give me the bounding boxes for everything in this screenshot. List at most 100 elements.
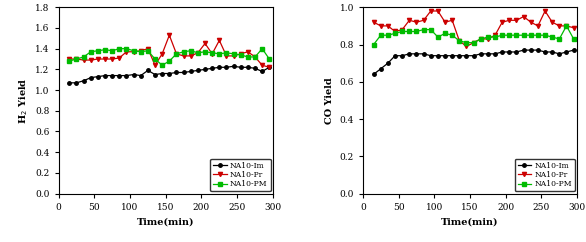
NA10-PM xyxy=(420,28,427,31)
Line: NA10-PM: NA10-PM xyxy=(67,47,271,67)
NA10-PM xyxy=(570,38,577,40)
Y-axis label: H$_2$ Yield: H$_2$ Yield xyxy=(17,77,30,124)
NA10-Pr xyxy=(237,53,244,55)
NA10-Pr xyxy=(492,34,499,37)
NA10-Im xyxy=(244,66,251,69)
NA10-Pr xyxy=(449,19,456,22)
NA10-Im xyxy=(116,74,123,77)
NA10-Pr xyxy=(570,26,577,29)
NA10-Im xyxy=(195,69,202,72)
NA10-PM xyxy=(513,34,520,37)
NA10-Pr xyxy=(441,21,448,24)
NA10-PM xyxy=(456,39,463,42)
NA10-PM xyxy=(144,49,151,52)
NA10-Im xyxy=(216,66,223,69)
NA10-Im xyxy=(180,71,187,74)
NA10-Pr xyxy=(94,58,101,60)
NA10-PM xyxy=(195,51,202,54)
NA10-Pr xyxy=(463,45,470,48)
NA10-Pr xyxy=(541,9,548,12)
NA10-PM xyxy=(563,24,570,27)
NA10-PM xyxy=(499,34,506,37)
NA10-Pr xyxy=(251,55,258,58)
NA10-Pr xyxy=(180,54,187,57)
NA10-Im xyxy=(266,66,273,69)
NA10-Im xyxy=(391,54,398,57)
NA10-Pr xyxy=(485,38,492,40)
NA10-PM xyxy=(556,38,563,40)
NA10-Pr xyxy=(556,24,563,27)
NA10-Pr xyxy=(144,47,151,50)
NA10-Im xyxy=(258,70,265,73)
NA10-Im xyxy=(527,49,534,52)
NA10-Pr xyxy=(195,51,202,54)
NA10-Pr xyxy=(534,24,541,27)
NA10-Im xyxy=(449,54,456,57)
Line: NA10-Im: NA10-Im xyxy=(372,48,575,76)
NA10-Pr xyxy=(406,19,413,22)
NA10-PM xyxy=(108,49,115,52)
NA10-Im xyxy=(73,81,80,84)
NA10-Pr xyxy=(66,58,73,60)
NA10-Pr xyxy=(80,59,87,61)
Line: NA10-PM: NA10-PM xyxy=(372,24,575,46)
NA10-Pr xyxy=(413,21,420,24)
NA10-Im xyxy=(66,81,73,84)
NA10-PM xyxy=(406,30,413,33)
NA10-PM xyxy=(80,55,87,58)
NA10-Im xyxy=(108,74,115,77)
NA10-Pr xyxy=(434,9,441,12)
NA10-PM xyxy=(370,43,377,46)
Line: NA10-Im: NA10-Im xyxy=(67,65,271,84)
NA10-Pr xyxy=(456,39,463,42)
NA10-Im xyxy=(94,75,101,78)
NA10-PM xyxy=(463,41,470,44)
Legend: NA10-Im, NA10-Pr, NA10-PM: NA10-Im, NA10-Pr, NA10-PM xyxy=(210,159,271,191)
NA10-PM xyxy=(209,51,216,54)
NA10-Pr xyxy=(123,50,130,53)
NA10-Im xyxy=(166,72,173,75)
NA10-Pr xyxy=(470,41,477,44)
NA10-PM xyxy=(237,53,244,56)
NA10-Im xyxy=(570,49,577,52)
NA10-PM xyxy=(266,58,273,60)
NA10-PM xyxy=(173,53,180,55)
Line: NA10-Pr: NA10-Pr xyxy=(67,33,271,69)
NA10-Im xyxy=(137,74,144,77)
NA10-Im xyxy=(80,79,87,82)
NA10-PM xyxy=(188,49,195,52)
NA10-Im xyxy=(477,53,484,55)
NA10-PM xyxy=(434,36,441,38)
NA10-Im xyxy=(209,67,216,70)
NA10-Im xyxy=(420,53,427,55)
NA10-PM xyxy=(202,50,209,53)
NA10-Pr xyxy=(398,28,406,31)
NA10-Im xyxy=(123,74,130,77)
NA10-PM xyxy=(520,34,527,37)
NA10-PM xyxy=(470,41,477,44)
NA10-Im xyxy=(456,54,463,57)
NA10-Pr xyxy=(209,53,216,55)
NA10-PM xyxy=(216,53,223,55)
NA10-Im xyxy=(251,67,258,70)
NA10-Im xyxy=(130,73,137,76)
NA10-Pr xyxy=(513,19,520,22)
NA10-Pr xyxy=(137,49,144,52)
NA10-Im xyxy=(202,68,209,71)
NA10-PM xyxy=(94,49,101,52)
NA10-PM xyxy=(223,51,230,54)
NA10-PM xyxy=(101,48,108,51)
NA10-Pr xyxy=(223,54,230,57)
NA10-Im xyxy=(223,66,230,69)
NA10-Pr xyxy=(159,53,166,55)
NA10-PM xyxy=(534,34,541,37)
NA10-Im xyxy=(87,76,94,79)
NA10-Pr xyxy=(73,58,80,60)
NA10-Im xyxy=(556,53,563,55)
NA10-Im xyxy=(144,69,151,72)
NA10-PM xyxy=(66,60,73,62)
NA10-Im xyxy=(427,54,434,57)
NA10-Pr xyxy=(258,64,265,67)
NA10-PM xyxy=(130,49,137,52)
NA10-Im xyxy=(173,71,180,74)
